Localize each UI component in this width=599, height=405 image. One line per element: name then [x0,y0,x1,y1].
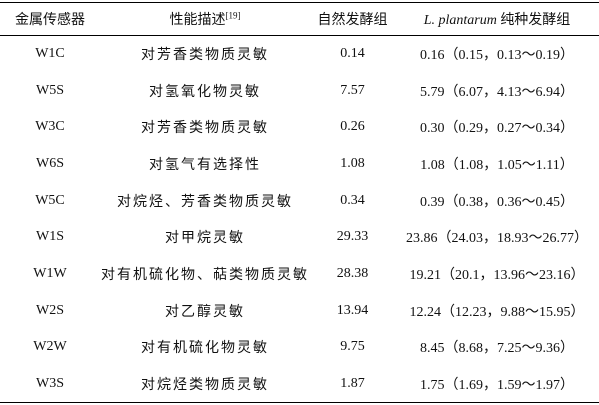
table-row: W3S 对烷烃类物质灵敏 1.87 1.75（1.69，1.59～1.97） [0,366,599,403]
table-cell: 29.33 [336,229,369,245]
table-cell: 对有机硫化物、萜类物质灵敏 [101,267,309,283]
table-cell: W3C [35,119,65,135]
table-cell: 0.14 [340,46,365,62]
table-cell: W5C [35,192,65,208]
table-cell: 0.30（0.29，0.27～0.34） [420,121,574,137]
table-cell: 对芳香类物质灵敏 [141,121,269,137]
table-cell: 1.08（1.08，1.05～1.11） [420,157,574,173]
table-cell: 5.79（6.07，4.13～6.94） [420,84,574,100]
header-cell: L. plantarum 纯种发酵组 [395,3,599,36]
species-name: L. plantarum [423,13,497,28]
table-cell: 23.86（24.03，18.93～26.77） [406,231,588,247]
header-text: 性能描述 [169,13,226,28]
table-row: W1C 对芳香类物质灵敏 0.14 0.16（0.15，0.13～0.19） [0,36,599,73]
table-header: 金属传感器 性能描述[19] 自然发酵组 L. plantarum 纯种发酵组 [0,2,599,36]
table-cell: W2W [33,339,67,355]
table-cell: 0.26 [340,119,365,135]
table-cell: 1.08 [340,155,365,171]
table-cell: 7.57 [340,82,365,98]
table-cell: 8.45（8.68，7.25～9.36） [420,341,574,357]
table-cell: W6S [36,155,64,171]
table-cell: 对有机硫化物灵敏 [141,341,269,357]
table-cell: 0.34 [340,192,365,208]
table-cell: W3S [36,375,64,391]
table-cell: 12.24（12.23，9.88～15.95） [409,304,585,320]
table-row: W5C 对烷烃、芳香类物质灵敏 0.34 0.39（0.38，0.36～0.45） [0,182,599,219]
table-body: W1C 对芳香类物质灵敏 0.14 0.16（0.15，0.13～0.19） W5S 对氢… [0,36,599,403]
table-cell: 对芳香类物质灵敏 [141,48,269,64]
table-row: W1S 对甲烷灵敏 29.33 23.86（24.03，18.93～26.77） [0,219,599,256]
table-cell: 1.75（1.69，1.59～1.97） [420,377,574,393]
table-cell: 对甲烷灵敏 [165,231,245,247]
reference: [19] [225,10,241,21]
table-cell: 对氢气有选择性 [149,157,261,173]
table-cell: 对烷烃、芳香类物质灵敏 [117,194,293,210]
table-cell: 28.38 [336,265,369,281]
table-row: W6S 对氢气有选择性 1.08 1.08（1.08，1.05～1.11） [0,146,599,183]
table-cell: 9.75 [340,339,365,355]
header-cell: 金属传感器 [15,13,85,28]
header-text: 纯种发酵组 [500,13,571,28]
table-cell: W5S [36,82,64,98]
table-cell: 0.39（0.38，0.36～0.45） [420,194,574,210]
table-cell: 19.21（20.1，13.96～23.16） [409,267,585,283]
table-cell: W1W [33,265,67,281]
table-row: W2S 对乙醇灵敏 13.94 12.24（12.23，9.88～15.95） [0,292,599,329]
header-cell: 自然发酵组 [317,13,388,28]
header-row: 金属传感器 性能描述[19] 自然发酵组 L. plantarum 纯种发酵组 [0,2,599,36]
table-cell: W1S [36,229,64,245]
table-cell: 对氢氧化物灵敏 [149,84,261,100]
header-cell: 性能描述[19] [100,3,310,36]
table-cell: W2S [36,302,64,318]
table-cell: 1.87 [340,375,365,391]
table-row: W3C 对芳香类物质灵敏 0.26 0.30（0.29，0.27～0.34） [0,109,599,146]
table-cell: 对烷烃类物质灵敏 [141,377,269,393]
table-row: W5S 对氢氧化物灵敏 7.57 5.79（6.07，4.13～6.94） [0,72,599,109]
table-cell: 0.16（0.15，0.13～0.19） [420,48,574,64]
table-cell: 13.94 [336,302,369,318]
table-cell: 对乙醇灵敏 [165,304,245,320]
table-row: W1W 对有机硫化物、萜类物质灵敏 28.38 19.21（20.1，13.96～23… [0,256,599,293]
table-row: W2W 对有机硫化物灵敏 9.75 8.45（8.68，7.25～9.36） [0,329,599,366]
table-cell: W1C [35,46,65,62]
